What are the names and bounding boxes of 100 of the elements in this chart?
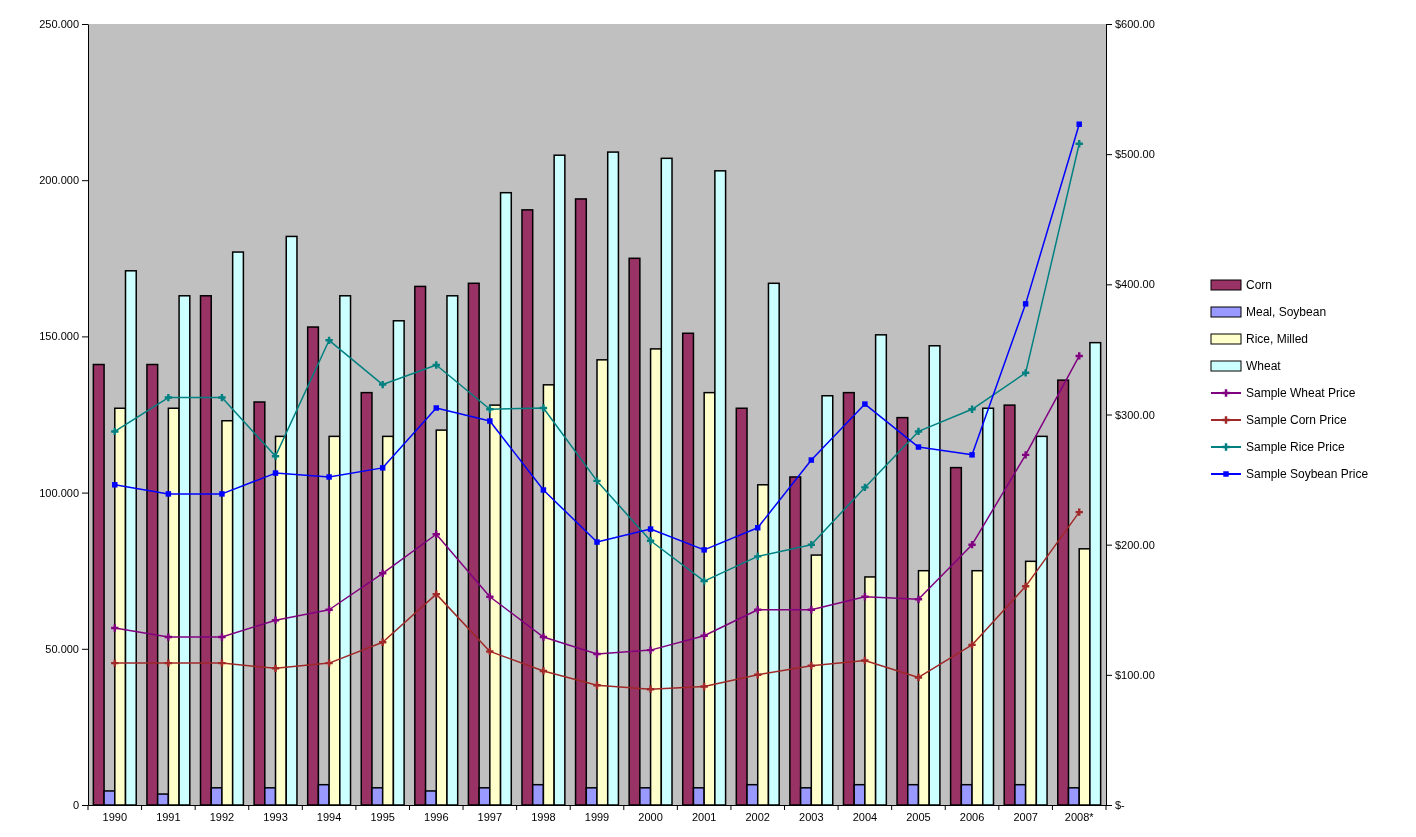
point bbox=[1021, 369, 1030, 377]
point bbox=[593, 477, 601, 485]
legend-label: Sample Corn Price bbox=[1246, 413, 1348, 428]
point bbox=[647, 526, 654, 532]
point bbox=[968, 405, 976, 413]
point bbox=[164, 633, 173, 641]
x-tick-label: 2007 bbox=[1013, 810, 1038, 823]
y2-tick-label: $100.00 bbox=[1115, 668, 1155, 681]
x-tick-label: 1994 bbox=[316, 810, 342, 823]
x-tick-label: 1993 bbox=[263, 810, 288, 823]
point bbox=[968, 641, 976, 649]
point bbox=[379, 380, 387, 389]
point bbox=[1076, 121, 1082, 127]
point bbox=[701, 547, 707, 553]
y-tick-label: 50.000 bbox=[45, 642, 79, 655]
x-tick-label: 1999 bbox=[584, 810, 610, 823]
x-tick-label: 1995 bbox=[370, 810, 395, 823]
point bbox=[218, 659, 226, 667]
x-tick-label: 1996 bbox=[424, 810, 449, 823]
y-tick-label: 100.000 bbox=[39, 486, 79, 499]
point bbox=[433, 405, 439, 411]
point bbox=[164, 393, 173, 402]
x-tick-label: 1991 bbox=[156, 810, 181, 823]
point bbox=[1022, 301, 1029, 307]
x-tick-label: 2000 bbox=[638, 810, 663, 823]
y-tick-label: 0 bbox=[72, 799, 79, 812]
legend-label: Sample Wheat Price bbox=[1246, 386, 1356, 401]
point bbox=[700, 577, 708, 585]
point bbox=[914, 427, 923, 436]
point bbox=[593, 650, 601, 658]
x-tick-label: 2001 bbox=[691, 810, 717, 823]
point bbox=[808, 457, 815, 463]
point bbox=[1021, 582, 1030, 590]
x-tick-label: 2004 bbox=[852, 810, 878, 823]
point bbox=[700, 682, 708, 691]
x-tick-label: 2008* bbox=[1064, 810, 1095, 823]
x-tick-label: 1998 bbox=[531, 810, 556, 823]
y2-tick-label: $400.00 bbox=[1115, 278, 1155, 291]
point bbox=[969, 452, 975, 458]
point bbox=[379, 465, 386, 471]
point bbox=[271, 664, 280, 672]
y2-tick-label: $200.00 bbox=[1115, 538, 1155, 551]
legend-label: Corn bbox=[1246, 278, 1273, 293]
point bbox=[540, 487, 547, 493]
point bbox=[271, 452, 280, 460]
point bbox=[594, 539, 600, 545]
point bbox=[539, 667, 548, 675]
y2-tick-label: $300.00 bbox=[1115, 408, 1155, 421]
y2-tick-label: $500.00 bbox=[1115, 148, 1155, 161]
point bbox=[325, 659, 333, 667]
point bbox=[326, 474, 332, 480]
x-tick-label: 1997 bbox=[477, 810, 503, 823]
x-tick-label: 1990 bbox=[102, 810, 128, 823]
legend-label: Wheat bbox=[1246, 359, 1282, 374]
point bbox=[112, 482, 118, 488]
point bbox=[914, 673, 923, 682]
point bbox=[646, 685, 655, 693]
point bbox=[1021, 451, 1030, 459]
legend-label: Sample Rice Price bbox=[1246, 440, 1346, 455]
x-tick-label: 2005 bbox=[906, 810, 931, 823]
point bbox=[754, 552, 762, 561]
legend-label: Sample Soybean Price bbox=[1246, 467, 1369, 482]
y-tick-label: 150.000 bbox=[39, 330, 79, 343]
point bbox=[218, 393, 226, 402]
y2-tick-label: $600.00 bbox=[1115, 18, 1155, 31]
point bbox=[539, 633, 548, 641]
point bbox=[646, 646, 655, 654]
point bbox=[325, 336, 333, 344]
x-tick-label: 1992 bbox=[209, 810, 235, 823]
point bbox=[271, 616, 280, 624]
x-tick-label: 2006 bbox=[959, 810, 985, 823]
point bbox=[219, 491, 225, 497]
x-tick-label: 2003 bbox=[799, 810, 824, 823]
point bbox=[165, 491, 172, 497]
point bbox=[861, 656, 869, 665]
point bbox=[486, 405, 494, 413]
point bbox=[164, 659, 173, 667]
point bbox=[862, 401, 868, 407]
point bbox=[111, 427, 119, 436]
point bbox=[646, 537, 655, 545]
legend-label: Meal, Soybean bbox=[1246, 305, 1327, 320]
y-tick-label: 250.000 bbox=[39, 18, 79, 31]
point bbox=[807, 662, 815, 670]
point bbox=[272, 470, 279, 476]
point bbox=[487, 418, 493, 424]
point bbox=[968, 540, 976, 549]
y2-tick-label: $- bbox=[1115, 799, 1126, 812]
point bbox=[915, 444, 922, 450]
point bbox=[379, 638, 387, 646]
x-tick-label: 2002 bbox=[745, 810, 770, 823]
point bbox=[914, 595, 923, 604]
legend-label: Rice, Milled bbox=[1246, 332, 1309, 347]
point bbox=[218, 633, 226, 641]
point bbox=[539, 404, 548, 412]
point bbox=[861, 483, 869, 492]
point bbox=[807, 540, 815, 549]
point bbox=[807, 606, 815, 614]
point bbox=[486, 647, 494, 656]
point bbox=[379, 569, 387, 577]
y-tick-label: 200.000 bbox=[39, 174, 79, 187]
